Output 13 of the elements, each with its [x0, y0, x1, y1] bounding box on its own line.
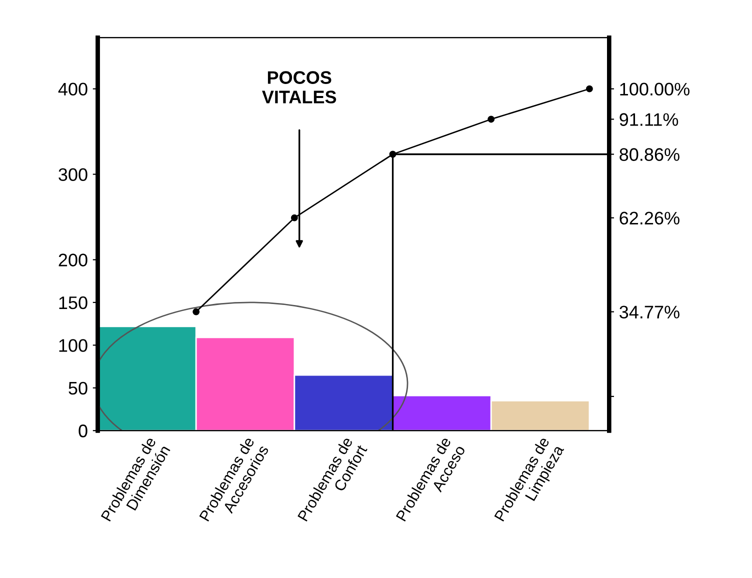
y-tick-label: 50 — [68, 382, 88, 395]
y2-tick-label: 100.00% — [620, 82, 690, 96]
y2-tick-label: 34.77% — [620, 306, 680, 318]
y-tick-label: 0 — [78, 424, 88, 438]
y-tick-label: 400 — [58, 82, 88, 96]
annotation: POCOS VITALES — [262, 71, 336, 104]
y-tick-label: 150 — [59, 296, 88, 310]
y2-tick-label: 80.86% — [620, 148, 680, 161]
y-tick-label: 300 — [58, 168, 88, 181]
y-tick-label: 100 — [59, 339, 88, 352]
y-tick-label: 200 — [58, 254, 88, 266]
y2-tick-label: 62.26% — [620, 212, 680, 225]
y2-tick-label: 91.11% — [620, 113, 678, 126]
